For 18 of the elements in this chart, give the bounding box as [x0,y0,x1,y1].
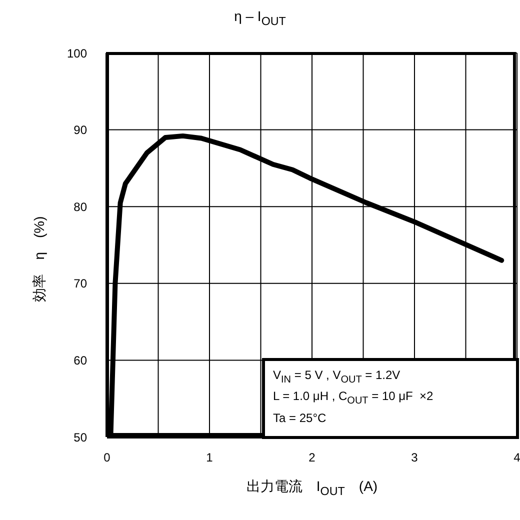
y-tick-label: 80 [74,200,88,214]
y-tick-label: 90 [74,123,88,138]
annotation: L = 1.0 μH , C$_{OUT}$ = 10 μF ×2 [273,388,434,409]
x-tick-label: 3 [411,450,418,465]
y-tick-label: 100 [66,46,88,60]
y-tick-label: 60 [74,353,88,368]
x-tick-label: 2 [308,450,316,465]
y-tick-label: 70 [74,276,88,291]
note-box: V$_{IN}$ = 5 V , V$_{OUT}$ = 1.2V L = 1.0 μH , C$_{OUT}$ = 10 μF ×2 Ta = 25°C [262,358,518,438]
x-tick-label: 4 [514,450,520,465]
x-tick-label: 0 [104,450,111,465]
y-tick-label: 50 [74,430,88,444]
annotation: V$_{IN}$ = 5 V , V$_{OUT}$ = 1.2V [273,367,402,388]
y-axis-title: 効率 η (%) [31,215,48,304]
annotation: Ta = 25°C [273,410,328,427]
x-tick-label: 1 [206,450,214,465]
text: 出力電流 I$_{OUT}$ (A) [246,478,378,498]
chart-title: η – I$_{OUT}$ [233,8,287,28]
